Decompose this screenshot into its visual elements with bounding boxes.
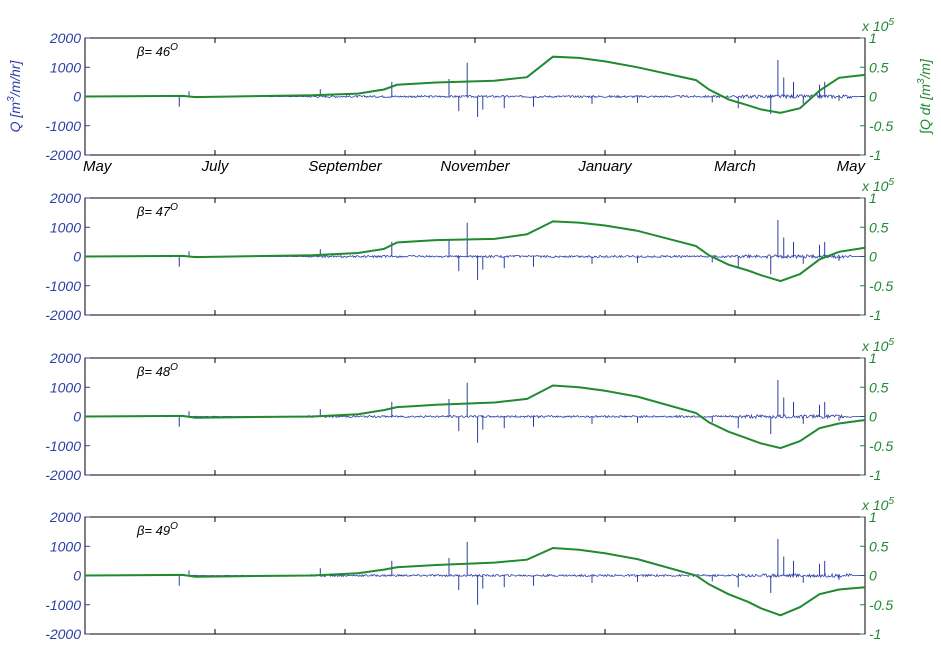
- y2-tick-label: -1: [869, 307, 881, 323]
- y2-tick-label: 1: [869, 190, 877, 206]
- y2-tick-label: -0.5: [869, 118, 893, 134]
- y2-tick-label: 1: [869, 509, 877, 525]
- beta-annotation: β= 47O: [136, 202, 178, 219]
- chart-panel-1: 2000 1000 0 -1000 -2000 1 0.5 0 -0.5 -1 x 105 May Ju…: [6, 17, 934, 175]
- y2-tick-label: 1: [869, 350, 877, 366]
- y-tick-label: 0: [73, 89, 81, 105]
- y-tick-label: 2000: [49, 30, 81, 46]
- y2-tick-label: -1: [869, 467, 881, 483]
- chart-panel-2: 2000 1000 0 -1000 -2000 1 0.5 0 -0.5 -1 x 105 β= 47…: [45, 177, 894, 323]
- y-tick-label: 0: [73, 568, 81, 584]
- cumulative-series-line: [84, 384, 866, 450]
- y2-tick-label: -0.5: [869, 278, 893, 294]
- cumulative-series-line: [84, 55, 866, 114]
- y2-tick-label: 0: [869, 409, 877, 425]
- beta-annotation: β= 49O: [136, 521, 178, 538]
- y-tick-label: -2000: [45, 307, 81, 323]
- cumulative-series-line: [84, 220, 866, 283]
- y-tick-label: -1000: [45, 438, 81, 454]
- y-tick-label: 2000: [49, 190, 81, 206]
- chart-panel-3: 2000 1000 0 -1000 -2000 1 0.5 0 -0.5 -1 x 105 β= 48…: [45, 337, 894, 483]
- y-tick-label: -2000: [45, 626, 81, 642]
- y2-tick-label: -1: [869, 147, 881, 163]
- y2-tick-label: -0.5: [869, 597, 893, 613]
- y-axis-label: Q [m3/m/hr]: [6, 60, 23, 133]
- y-tick-label: 1000: [50, 219, 81, 235]
- y-tick-label: -1000: [45, 278, 81, 294]
- y-tick-label: 1000: [50, 379, 81, 395]
- y-tick-label: -1000: [45, 118, 81, 134]
- y2-tick-label: 0: [869, 568, 877, 584]
- y-tick-label: 0: [73, 249, 81, 265]
- chart-panel-4: 2000 1000 0 -1000 -2000 1 0.5 0 -0.5 -1 x 105 β= 49…: [45, 496, 894, 642]
- y-tick-label: 0: [73, 409, 81, 425]
- y2-multiplier: x 105: [861, 177, 894, 194]
- y-tick-label: -2000: [45, 467, 81, 483]
- y-tick-label: -1000: [45, 597, 81, 613]
- y2-multiplier: x 105: [861, 496, 894, 513]
- y-tick-label: 1000: [50, 59, 81, 75]
- y2-tick-label: 1: [869, 30, 877, 46]
- x-tick-label: May: [837, 158, 867, 175]
- x-tick-label: January: [577, 158, 633, 175]
- x-tick-label: November: [440, 158, 510, 175]
- x-tick-label: July: [201, 158, 230, 175]
- y2-multiplier: x 105: [861, 17, 894, 34]
- y2-tick-label: 0.5: [869, 59, 889, 75]
- y2-tick-label: -1: [869, 626, 881, 642]
- beta-annotation: β= 46O: [136, 42, 178, 59]
- y-tick-label: 1000: [50, 538, 81, 554]
- y2-multiplier: x 105: [861, 337, 894, 354]
- y2-axis-label: ∫Q dt [m3/m]: [916, 58, 934, 135]
- x-tick-label: March: [714, 158, 756, 175]
- cumulative-series-line: [84, 546, 866, 617]
- x-tick-label: September: [308, 158, 382, 175]
- y-tick-label: 2000: [49, 350, 81, 366]
- y2-tick-label: 0.5: [869, 379, 889, 395]
- x-tick-label: May: [83, 158, 113, 175]
- y2-tick-label: 0.5: [869, 538, 889, 554]
- beta-annotation: β= 48O: [136, 362, 178, 379]
- y2-tick-label: 0.5: [869, 219, 889, 235]
- y2-tick-label: -0.5: [869, 438, 893, 454]
- y2-tick-label: 0: [869, 89, 877, 105]
- y2-tick-label: 0: [869, 249, 877, 265]
- y-tick-label: -2000: [45, 147, 81, 163]
- y-tick-label: 2000: [49, 509, 81, 525]
